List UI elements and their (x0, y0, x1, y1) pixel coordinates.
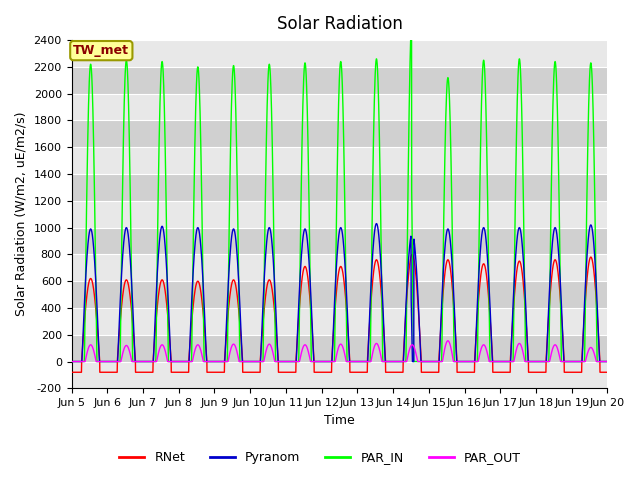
Bar (72, 120, 607, 147)
Y-axis label: Solar Radiation (W/m2, uE/m2/s): Solar Radiation (W/m2, uE/m2/s) (15, 112, 28, 316)
Bar (72, 147, 607, 174)
Bar (72, 335, 607, 361)
Bar (72, 174, 607, 201)
Bar (72, 67, 607, 94)
Text: TW_met: TW_met (74, 44, 129, 57)
Title: Solar Radiation: Solar Radiation (276, 15, 403, 33)
Bar (72, 281, 607, 308)
Bar (72, 308, 607, 335)
Bar (72, 361, 607, 388)
Bar (72, 228, 607, 254)
Bar (72, 201, 607, 228)
Bar (72, 254, 607, 281)
Legend: RNet, Pyranom, PAR_IN, PAR_OUT: RNet, Pyranom, PAR_IN, PAR_OUT (115, 446, 525, 469)
Bar (72, 94, 607, 120)
X-axis label: Time: Time (324, 414, 355, 427)
Bar (72, 40, 607, 67)
